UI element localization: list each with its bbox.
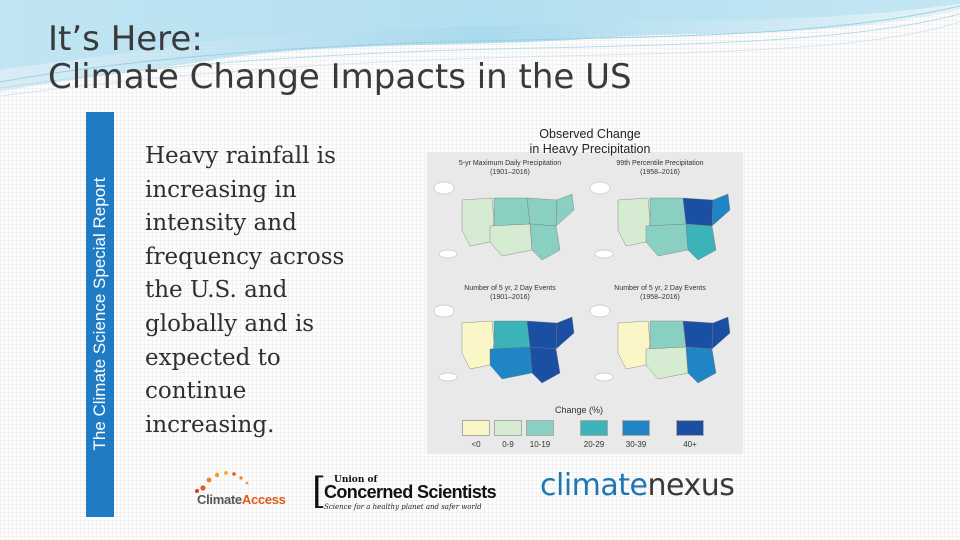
panel-caption-line: 99th Percentile Precipitation — [616, 160, 704, 167]
logo-text: Climate — [197, 492, 242, 507]
panel-caption: 99th Percentile Precipitation (1958–2016… — [590, 160, 730, 177]
panel-caption-line: 5-yr Maximum Daily Precipitation — [458, 160, 562, 167]
body-line: frequency across — [145, 243, 345, 270]
panel-caption-line: (1958–2016) — [640, 168, 680, 176]
legend-label: <0 — [471, 440, 481, 449]
legend-label: 20-29 — [583, 440, 605, 449]
body-line: the U.S. and — [145, 277, 288, 304]
body-line: intensity and — [145, 210, 297, 237]
panel-caption-line: Number of 5 yr, 2 Day Events — [614, 285, 706, 292]
legend-swatch — [580, 420, 608, 436]
bracket-icon: [ — [312, 471, 327, 512]
panel-caption-line: (1901–2016) — [490, 168, 530, 176]
logo-text: nexus — [647, 468, 735, 503]
sunburst-icon — [195, 471, 249, 493]
logo-tagline: Science for a healthy planet and safer w… — [324, 503, 482, 511]
legend-swatch — [676, 420, 704, 436]
legend-swatch — [462, 420, 490, 436]
side-band — [86, 112, 114, 517]
logo-text: Union of — [334, 475, 378, 485]
figure-title: Observed Change in Heavy Precipitation — [520, 127, 660, 157]
panel-caption: 5-yr Maximum Daily Precipitation (1901–2… — [440, 160, 580, 177]
figure-title-line-2: in Heavy Precipitation — [529, 142, 651, 156]
logo-text: Access — [241, 492, 286, 507]
climate-access-logo: ClimateAccess — [185, 468, 295, 513]
logo-text: climate — [540, 468, 648, 503]
logo-text: Concerned Scientists — [324, 482, 497, 502]
panel-caption-line: (1901–2016) — [490, 293, 530, 301]
legend-label: 10-19 — [529, 440, 551, 449]
panel-caption-line: Number of 5 yr, 2 Day Events — [464, 285, 556, 292]
body-line: continue — [145, 378, 247, 405]
title-line-2: Climate Change Impacts in the US — [48, 57, 632, 97]
body-line: increasing. — [145, 411, 275, 438]
us-map — [589, 304, 731, 384]
us-map — [433, 304, 575, 384]
page-title: It’s Here: Climate Change Impacts in the… — [48, 20, 748, 96]
figure-title-line-1: Observed Change — [539, 127, 641, 141]
legend-label: 0-9 — [502, 440, 514, 449]
decorative-waves — [0, 0, 960, 97]
ucs-logo: [ Union of Concerned Scientists Science … — [312, 470, 527, 515]
body-line: expected to — [145, 344, 281, 371]
legend-swatch — [526, 420, 554, 436]
us-map — [433, 181, 575, 261]
legend-swatch — [622, 420, 650, 436]
panel-caption-line: (1958–2016) — [640, 293, 680, 301]
title-line-1: It’s Here: — [48, 19, 203, 59]
body-text: Heavy rainfall is increasing in intensit… — [145, 140, 360, 442]
us-map — [589, 181, 731, 261]
panel-caption: Number of 5 yr, 2 Day Events (1901–2016) — [440, 285, 580, 302]
legend-label: 40+ — [683, 440, 697, 449]
legend-title: Change (%) — [555, 405, 604, 415]
body-line: globally and is — [145, 310, 315, 337]
climate-nexus-logo: climatenexus — [540, 466, 740, 512]
panel-caption: Number of 5 yr, 2 Day Events (1958–2016) — [590, 285, 730, 302]
side-label: The Climate Science Special Report — [90, 177, 109, 451]
legend-swatch — [494, 420, 522, 436]
body-line: increasing in — [145, 176, 297, 203]
legend-label: 30-39 — [625, 440, 647, 449]
body-line: Heavy rainfall is — [145, 143, 336, 169]
